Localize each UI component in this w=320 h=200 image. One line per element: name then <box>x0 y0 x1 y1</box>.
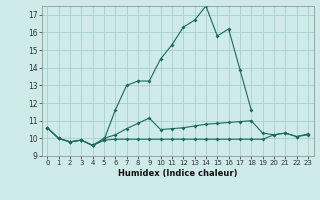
X-axis label: Humidex (Indice chaleur): Humidex (Indice chaleur) <box>118 169 237 178</box>
